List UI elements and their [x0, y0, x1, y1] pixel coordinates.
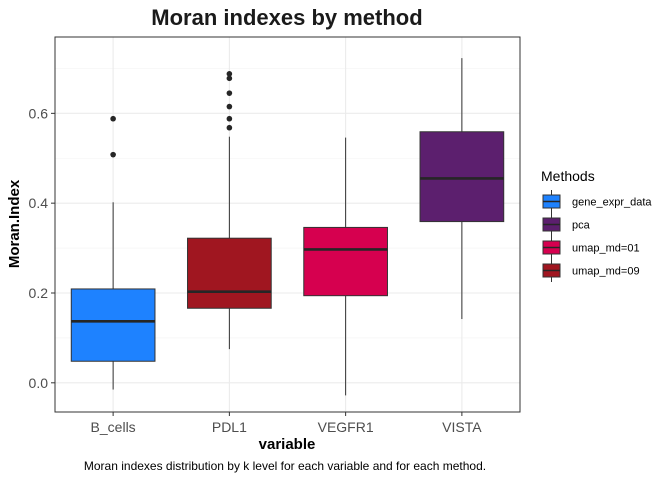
legend-label: umap_md=09	[572, 266, 640, 278]
y-tick-label: 0.0	[29, 375, 49, 391]
outlier-point	[226, 124, 233, 131]
y-axis-title: Moran.Index	[6, 179, 23, 268]
x-tick-label: VEGFR1	[318, 419, 374, 435]
legend-item: umap_md=09	[542, 259, 640, 282]
legend-title: Methods	[541, 168, 595, 184]
box-B_cells	[70, 115, 156, 390]
legend-label: umap_md=01	[572, 243, 640, 255]
outlier-point	[110, 115, 116, 122]
chart-caption: Moran indexes distribution by k level fo…	[84, 459, 486, 473]
outlier-point	[226, 115, 233, 122]
plot-panel	[54, 36, 521, 413]
panel-border	[54, 36, 521, 413]
y-tick-label: 0.4	[29, 195, 49, 211]
box-PDL1	[187, 71, 272, 350]
y-axis: 0.0 0.2 0.4 0.6	[29, 105, 55, 391]
box-body	[70, 288, 156, 362]
box-body	[187, 237, 272, 309]
box-body	[419, 131, 505, 223]
box-series	[70, 58, 505, 396]
outlier-point	[226, 90, 233, 96]
x-tick-label: PDL1	[212, 419, 247, 435]
x-tick-label: B_cells	[91, 419, 136, 435]
x-axis: B_cells PDL1 VEGFR1 VISTA	[91, 412, 482, 435]
chart-title: Moran indexes by method	[151, 5, 422, 30]
legend-label: pca	[572, 220, 591, 232]
box-body	[303, 226, 388, 297]
outlier-point	[226, 75, 233, 82]
legend-item: gene_expr_data	[542, 190, 652, 213]
box-VEGFR1	[303, 137, 388, 396]
legend-item: umap_md=01	[542, 236, 640, 259]
legend-item: pca	[542, 213, 591, 236]
y-tick-label: 0.6	[29, 105, 49, 121]
x-axis-title: variable	[259, 436, 316, 453]
y-tick-label: 0.2	[29, 285, 49, 301]
outlier-point	[226, 103, 233, 110]
x-tick-label: VISTA	[442, 419, 482, 435]
outlier-point	[110, 151, 116, 158]
legend-label: gene_expr_data	[572, 197, 652, 209]
outlier-point	[226, 71, 233, 77]
box-VISTA	[419, 58, 505, 320]
